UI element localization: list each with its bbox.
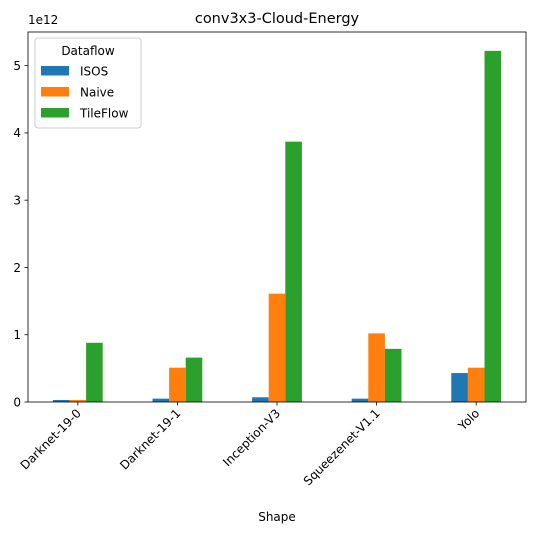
bar-tileflow-4 [485,51,502,402]
bar-tileflow-2 [285,142,302,402]
y-axis-offset-label: 1e12 [28,13,58,27]
y-tick-label: 4 [13,126,21,140]
y-tick-label: 1 [13,328,21,342]
x-axis-label: Shape [258,510,296,524]
x-tick-label: Yolo [455,406,482,433]
y-tick-label: 5 [13,59,21,73]
legend-swatch-isos [41,66,69,76]
legend-swatch-naive [41,87,69,97]
bar-isos-4 [451,373,468,402]
bar-naive-4 [468,368,485,402]
bar-isos-1 [153,399,170,402]
y-tick-label: 3 [13,193,21,207]
x-tick-label: Squeezenet-V1.1 [301,406,383,488]
x-tick-label: Darknet-19-0 [18,406,84,472]
bar-naive-1 [169,368,186,402]
legend-label-tileflow: TileFlow [79,107,129,121]
legend-label-naive: Naive [80,86,114,100]
bar-tileflow-3 [385,349,402,402]
legend-title: Dataflow [61,44,115,58]
bar-naive-3 [368,333,385,402]
bar-tileflow-1 [186,358,203,402]
bar-tileflow-0 [86,343,103,402]
legend-swatch-tileflow [41,108,69,118]
legend: Dataflow ISOS Naive TileFlow [35,38,141,128]
x-axis: Darknet-19-0 Darknet-19-1 Inception-V3 Sque… [18,402,483,488]
bar-isos-3 [352,399,369,402]
bar-naive-2 [269,294,286,402]
bar-isos-2 [252,397,269,402]
y-tick-label: 0 [13,395,21,409]
legend-label-isos: ISOS [80,65,108,79]
x-tick-label: Darknet-19-1 [117,406,183,472]
y-axis: 0 1 2 3 4 5 [13,59,28,409]
y-tick-label: 2 [13,261,21,275]
chart-title: conv3x3-Cloud-Energy [195,11,360,27]
x-tick-label: Inception-V3 [220,406,283,469]
